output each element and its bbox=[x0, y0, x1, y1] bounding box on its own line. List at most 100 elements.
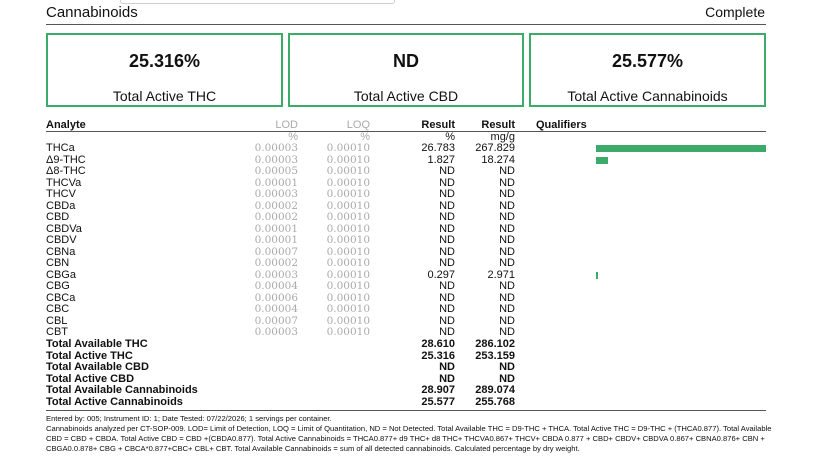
result-mg-value: 267.829 bbox=[475, 142, 515, 154]
total-mg-value: ND bbox=[499, 361, 515, 374]
lod-value: 0.00001 bbox=[254, 176, 298, 189]
status-label: Complete bbox=[705, 4, 765, 20]
loq-value: 0.00010 bbox=[326, 268, 370, 281]
total-label: Total Available Cannabinoids bbox=[46, 384, 198, 397]
analyte-name: CBGa bbox=[46, 268, 76, 281]
analyte-name: CBDVa bbox=[46, 222, 82, 235]
analyte-name: THCV bbox=[46, 188, 76, 200]
unit-lod: % bbox=[288, 131, 298, 143]
loq-value: 0.00010 bbox=[326, 199, 370, 212]
result-pct-value: ND bbox=[439, 326, 455, 338]
qualifier-bar-row bbox=[596, 247, 766, 259]
result-pct-column: 26.783 1.827 ND ND ND ND ND ND ND ND ND 0.297 ND ND ND… bbox=[385, 142, 455, 339]
lod-value: 0.00002 bbox=[254, 211, 298, 223]
lod-value: 0.00005 bbox=[254, 165, 298, 177]
summary-value: ND bbox=[393, 51, 419, 71]
analyte-name: CBL bbox=[46, 314, 68, 327]
footer-line-method: Cannabinoids analyzed per CT-SOP-009. LO… bbox=[46, 424, 772, 453]
unit-result-mg: mg/g bbox=[490, 131, 515, 143]
lod-value: 0.00002 bbox=[254, 199, 298, 212]
unit-result-pct: % bbox=[445, 131, 455, 143]
result-mg-value: ND bbox=[499, 222, 515, 235]
qualifier-bar-row bbox=[596, 270, 766, 282]
qualifier-bar-row bbox=[596, 327, 766, 339]
header-result-pct: Result bbox=[421, 119, 455, 131]
qualifier-bar-row bbox=[596, 281, 766, 293]
result-mg-value: ND bbox=[499, 257, 515, 269]
qualifier-bar-row bbox=[596, 293, 766, 305]
lod-value: 0.00006 bbox=[254, 291, 298, 304]
result-mg-value: ND bbox=[499, 303, 515, 315]
result-pct-value: ND bbox=[439, 291, 455, 304]
result-mg-value: ND bbox=[499, 280, 515, 292]
top-tab-outline bbox=[120, 0, 395, 4]
total-pct-value: 28.610 bbox=[421, 338, 455, 350]
result-pct-value: ND bbox=[439, 314, 455, 327]
analyte-name: CBNa bbox=[46, 245, 76, 258]
header-lod: LOD bbox=[275, 119, 298, 131]
loq-value: 0.00010 bbox=[326, 165, 370, 177]
qualifier-bar-row bbox=[596, 258, 766, 270]
totals-mg-column: 286.102 253.159 ND ND 289.074 255.768 bbox=[445, 338, 515, 409]
loq-value: 0.00010 bbox=[326, 222, 370, 235]
qualifier-bar-row bbox=[596, 235, 766, 247]
lod-value: 0.00004 bbox=[254, 303, 298, 315]
qualifier-bar-row bbox=[596, 143, 766, 155]
total-label: Total Active Cannabinoids bbox=[46, 395, 183, 408]
summary-value: 25.316% bbox=[128, 51, 201, 71]
qualifier-bar-row bbox=[596, 212, 766, 224]
analyte-name: CBN bbox=[46, 257, 70, 269]
result-pct-value: ND bbox=[439, 257, 455, 269]
result-pct-value: ND bbox=[439, 280, 455, 292]
qualifier-bar-row bbox=[596, 189, 766, 201]
footer-notes: Entered by: 005; Instrument ID: 1; Date … bbox=[46, 414, 786, 454]
result-mg-value: ND bbox=[499, 165, 515, 177]
result-pct-value: 0.297 bbox=[427, 268, 455, 281]
loq-column: 0.00010 0.00010 0.00010 0.00010 0.00010 0.000… bbox=[300, 142, 370, 339]
result-pct-value: ND bbox=[439, 199, 455, 212]
loq-value: 0.00010 bbox=[326, 314, 370, 327]
loq-value: 0.00010 bbox=[326, 303, 370, 315]
title-divider bbox=[46, 24, 766, 25]
result-mg-value: 18.274 bbox=[481, 153, 515, 166]
analyte-name: CBT bbox=[46, 326, 68, 338]
header-result-mg: Result bbox=[481, 119, 515, 131]
qualifier-bar-row bbox=[596, 304, 766, 316]
section-title: Cannabinoids bbox=[46, 4, 138, 21]
result-mg-value: 2.971 bbox=[487, 268, 515, 281]
summary-card-total-active-cannabinoids: 25.577% Total Active Cannabinoids bbox=[529, 33, 766, 107]
loq-value: 0.00010 bbox=[326, 326, 370, 338]
total-mg-value: ND bbox=[499, 372, 515, 385]
result-mg-value: ND bbox=[499, 188, 515, 200]
total-mg-value: 253.159 bbox=[475, 349, 515, 362]
summary-label: Total Active CBD bbox=[353, 88, 459, 104]
total-label: Total Active THC bbox=[46, 349, 133, 362]
loq-value: 0.00010 bbox=[326, 153, 370, 166]
qualifier-bars bbox=[596, 143, 766, 339]
analyte-column: THCa Δ9-THC Δ8-THC THCVa THCV CBDa CBD CBDVa CBD… bbox=[46, 142, 246, 339]
loq-value: 0.00010 bbox=[326, 176, 370, 189]
result-pct-value: 1.827 bbox=[427, 153, 455, 166]
footer-line-entry: Entered by: 005; Instrument ID: 1; Date … bbox=[46, 414, 332, 423]
result-pct-value: 26.783 bbox=[421, 142, 455, 154]
qualifier-bar-row bbox=[596, 316, 766, 328]
summary-label: Total Active THC bbox=[112, 88, 217, 104]
result-pct-value: ND bbox=[439, 176, 455, 189]
loq-value: 0.00010 bbox=[326, 280, 370, 292]
total-pct-value: 25.316 bbox=[421, 349, 455, 362]
lod-value: 0.00001 bbox=[254, 222, 298, 235]
result-pct-value: ND bbox=[439, 165, 455, 177]
qualifier-bar-row bbox=[596, 155, 766, 167]
lod-value: 0.00004 bbox=[254, 280, 298, 292]
result-mg-value: ND bbox=[499, 245, 515, 258]
result-pct-value: ND bbox=[439, 245, 455, 258]
qualifier-bar-row bbox=[596, 201, 766, 213]
result-pct-value: ND bbox=[439, 188, 455, 200]
total-mg-value: 286.102 bbox=[475, 338, 515, 350]
analyte-name: Δ8-THC bbox=[46, 165, 86, 177]
footer-divider bbox=[46, 410, 766, 411]
header-divider bbox=[46, 131, 766, 132]
total-mg-value: 255.768 bbox=[475, 395, 515, 408]
result-mg-value: ND bbox=[499, 234, 515, 246]
qualifier-bar bbox=[596, 271, 598, 279]
